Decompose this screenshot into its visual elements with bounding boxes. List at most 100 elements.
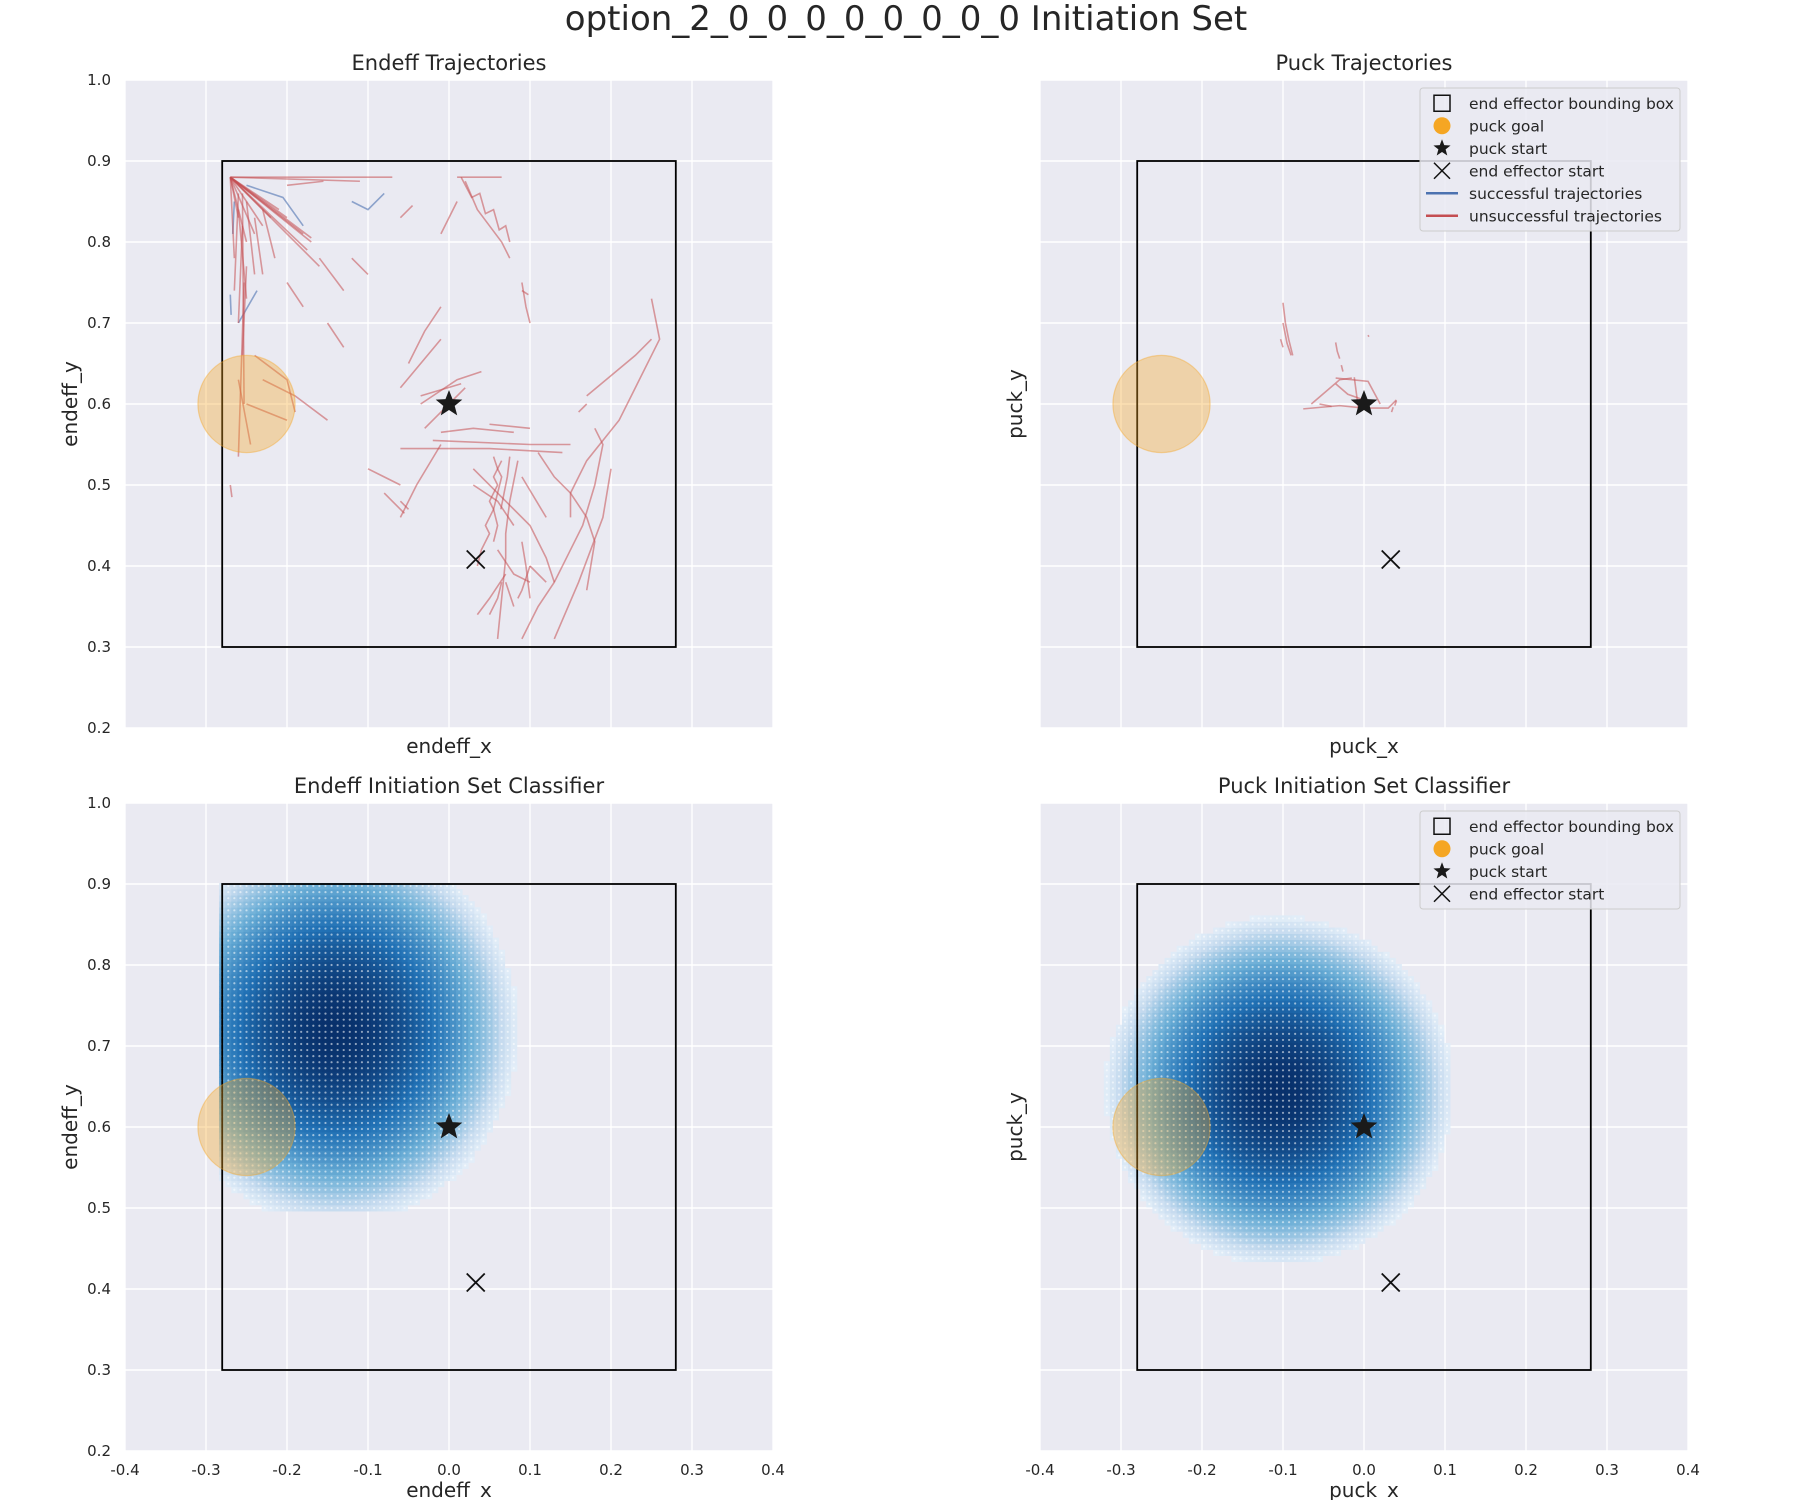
heatmap-point bbox=[251, 1030, 254, 1033]
heatmap-point bbox=[458, 927, 461, 930]
heatmap-point bbox=[403, 891, 406, 894]
heatmap-point bbox=[354, 976, 357, 979]
heatmap-point bbox=[458, 1091, 461, 1094]
heatmap-point bbox=[269, 1061, 272, 1064]
heatmap-point bbox=[294, 1061, 297, 1064]
heatmap-point bbox=[324, 1055, 327, 1058]
heatmap-point bbox=[318, 1030, 321, 1033]
heatmap-point bbox=[385, 1170, 388, 1173]
heatmap-point bbox=[330, 1206, 333, 1210]
heatmap-point bbox=[336, 1182, 339, 1185]
heatmap-point bbox=[439, 921, 442, 924]
heatmap-point bbox=[366, 1164, 370, 1167]
heatmap-point bbox=[330, 951, 333, 954]
heatmap-point bbox=[245, 1036, 248, 1039]
heatmap-point bbox=[300, 1127, 303, 1131]
heatmap-point bbox=[360, 1073, 364, 1076]
heatmap-point bbox=[476, 927, 479, 930]
heatmap-point bbox=[372, 1097, 376, 1100]
heatmap-point bbox=[421, 1024, 424, 1027]
heatmap-point bbox=[233, 994, 236, 997]
heatmap-point bbox=[227, 994, 230, 997]
heatmap-point bbox=[227, 891, 230, 894]
heatmap-point bbox=[354, 921, 357, 924]
heatmap-point bbox=[287, 988, 291, 991]
heatmap-point bbox=[415, 909, 418, 912]
heatmap-point bbox=[488, 1006, 491, 1009]
heatmap-point bbox=[239, 1103, 242, 1106]
heatmap-point bbox=[251, 1042, 254, 1046]
heatmap-point bbox=[458, 982, 461, 985]
heatmap-point bbox=[330, 976, 333, 979]
heatmap-point bbox=[239, 884, 242, 888]
heatmap-point bbox=[330, 1115, 333, 1118]
heatmap-point bbox=[287, 1042, 291, 1046]
heatmap-point bbox=[458, 1061, 461, 1064]
heatmap-point bbox=[312, 957, 315, 961]
heatmap-point bbox=[445, 1152, 449, 1155]
heatmap-point bbox=[488, 1042, 491, 1046]
heatmap-point bbox=[281, 1091, 285, 1094]
heatmap-point bbox=[439, 969, 442, 973]
heatmap-point bbox=[287, 1073, 291, 1076]
heatmap-point bbox=[372, 1134, 376, 1137]
heatmap-point bbox=[324, 933, 327, 936]
heatmap-point bbox=[385, 1158, 388, 1161]
heatmap-point bbox=[336, 1152, 339, 1155]
heatmap-point bbox=[470, 994, 473, 997]
heatmap-point bbox=[324, 1152, 327, 1155]
heatmap-point bbox=[324, 1085, 327, 1088]
heatmap-point bbox=[451, 1042, 455, 1046]
heatmap-point bbox=[500, 1048, 503, 1052]
heatmap-point bbox=[330, 1073, 333, 1076]
heatmap-point bbox=[287, 1194, 291, 1197]
heatmap-point bbox=[421, 945, 424, 948]
heatmap-point bbox=[379, 1115, 382, 1118]
unsuccessful-trajectory bbox=[1282, 302, 1294, 356]
heatmap-point bbox=[433, 1030, 436, 1033]
heatmap-point bbox=[409, 1121, 412, 1125]
heatmap-point bbox=[506, 1042, 509, 1046]
heatmap-point bbox=[227, 927, 230, 930]
heatmap-point bbox=[403, 994, 406, 997]
heatmap-point bbox=[403, 897, 406, 900]
heatmap-point bbox=[464, 982, 467, 985]
heatmap-point bbox=[294, 1109, 297, 1112]
heatmap-point bbox=[263, 927, 266, 930]
heatmap-point bbox=[245, 982, 248, 985]
heatmap-point bbox=[251, 1158, 254, 1161]
heatmap-point bbox=[494, 957, 497, 961]
heatmap-point bbox=[263, 1109, 266, 1112]
heatmap-point bbox=[342, 1042, 345, 1046]
unsuccessful-trajectory bbox=[1279, 338, 1284, 348]
heatmap-point bbox=[300, 1164, 303, 1167]
heatmap-point bbox=[445, 891, 449, 894]
heatmap-point bbox=[269, 915, 272, 918]
heatmap-point bbox=[470, 957, 473, 961]
heatmap-point bbox=[324, 927, 327, 930]
heatmap-point bbox=[251, 988, 254, 991]
heatmap-point bbox=[294, 1000, 297, 1003]
heatmap-point bbox=[227, 1012, 230, 1015]
heatmap-point bbox=[360, 1103, 364, 1106]
heatmap-point bbox=[342, 969, 345, 973]
heatmap-point bbox=[342, 1018, 345, 1021]
heatmap-point bbox=[294, 1073, 297, 1076]
heatmap-point bbox=[263, 897, 266, 900]
heatmap-point bbox=[336, 1085, 339, 1088]
heatmap-point bbox=[476, 963, 479, 967]
heatmap-point bbox=[263, 994, 266, 997]
heatmap-point bbox=[464, 1127, 467, 1131]
heatmap-point bbox=[287, 927, 291, 930]
heatmap-point bbox=[318, 933, 321, 936]
heatmap-point bbox=[372, 1042, 376, 1046]
heatmap-point bbox=[391, 1194, 394, 1197]
heatmap-point bbox=[354, 1061, 357, 1064]
heatmap-point bbox=[391, 1103, 394, 1106]
heatmap-point bbox=[257, 1085, 260, 1088]
heatmap-point bbox=[324, 903, 327, 906]
heatmap-point bbox=[372, 1164, 376, 1167]
heatmap-point bbox=[330, 1048, 333, 1052]
heatmap-point bbox=[312, 982, 315, 985]
heatmap-point bbox=[227, 988, 230, 991]
